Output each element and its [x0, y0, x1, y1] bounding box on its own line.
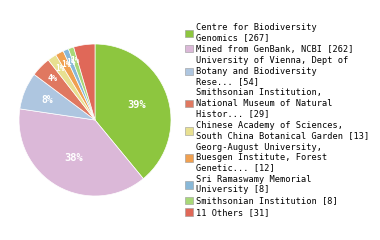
Wedge shape — [68, 47, 95, 120]
Wedge shape — [34, 60, 95, 120]
Text: 8%: 8% — [41, 95, 53, 105]
Text: 1%: 1% — [55, 64, 64, 73]
Wedge shape — [74, 44, 95, 120]
Text: 1%: 1% — [66, 58, 76, 67]
Wedge shape — [19, 109, 143, 196]
Text: 39%: 39% — [127, 100, 146, 110]
Legend: Centre for Biodiversity
Genomics [267], Mined from GenBank, NCBI [262], Universi: Centre for Biodiversity Genomics [267], … — [185, 23, 369, 217]
Text: 1%: 1% — [61, 60, 70, 69]
Wedge shape — [56, 51, 95, 120]
Text: 4%: 4% — [48, 74, 58, 83]
Wedge shape — [95, 44, 171, 179]
Text: 1%: 1% — [71, 56, 80, 65]
Wedge shape — [20, 74, 95, 120]
Wedge shape — [48, 55, 95, 120]
Text: 38%: 38% — [64, 153, 83, 163]
Wedge shape — [63, 49, 95, 120]
